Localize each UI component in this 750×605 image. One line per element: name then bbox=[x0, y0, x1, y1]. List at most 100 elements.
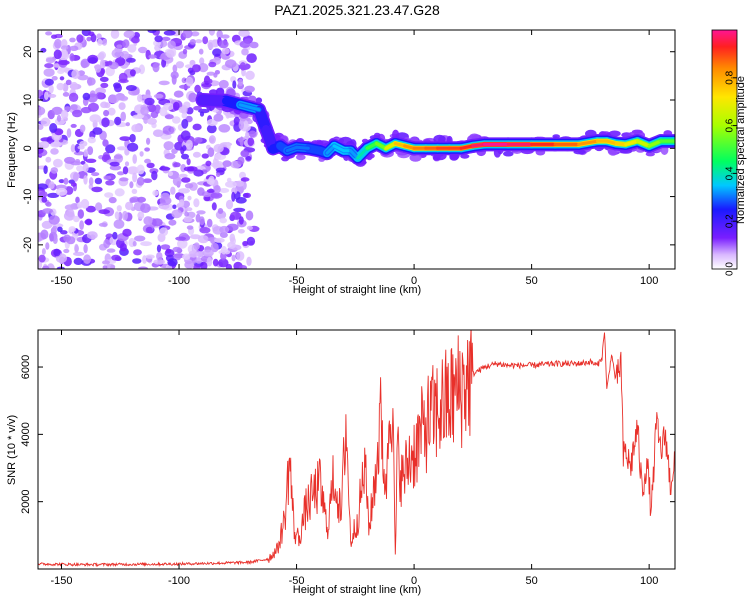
noise-blob bbox=[113, 153, 124, 164]
x-tick-label: 50 bbox=[525, 575, 537, 587]
noise-blob bbox=[76, 165, 84, 172]
ridge-segment bbox=[624, 139, 639, 146]
noise-blob bbox=[129, 181, 134, 189]
ridge-segment bbox=[471, 142, 487, 148]
noise-blob bbox=[82, 163, 89, 173]
noise-blob bbox=[215, 172, 221, 177]
noise-blob bbox=[102, 139, 109, 147]
noise-blob bbox=[152, 129, 164, 137]
noise-blob bbox=[222, 160, 232, 168]
x-tick-label: -50 bbox=[289, 275, 305, 287]
noise-blob bbox=[38, 106, 46, 116]
noise-blob bbox=[44, 63, 54, 69]
noise-blob bbox=[154, 35, 163, 43]
y-tick-label: 4000 bbox=[20, 422, 32, 446]
snr-frame bbox=[37, 329, 676, 570]
noise-blob bbox=[163, 30, 176, 36]
noise-blob bbox=[206, 188, 216, 193]
noise-blob bbox=[245, 70, 255, 81]
noise-blob bbox=[183, 101, 191, 109]
noise-blob bbox=[220, 245, 227, 255]
noise-blob bbox=[131, 124, 141, 133]
noise-blob bbox=[113, 219, 125, 229]
noise-blob bbox=[132, 154, 137, 164]
noise-blob bbox=[172, 116, 181, 124]
noise-blob bbox=[88, 177, 94, 186]
noise-blob bbox=[83, 175, 88, 185]
noise-blob bbox=[94, 64, 102, 73]
colorbar-tick-label: 0.2 bbox=[725, 214, 736, 228]
noise-blob bbox=[48, 215, 60, 225]
noise-blob bbox=[99, 59, 106, 70]
noise-blob bbox=[152, 190, 159, 196]
noise-blob bbox=[40, 229, 49, 240]
noise-blob bbox=[185, 139, 193, 150]
noise-blob bbox=[136, 196, 146, 203]
noise-blob bbox=[50, 167, 59, 174]
noise-blob bbox=[139, 151, 144, 157]
noise-blob bbox=[53, 158, 63, 168]
noise-blob bbox=[189, 234, 201, 240]
x-tick-label: 50 bbox=[525, 275, 537, 287]
noise-blob bbox=[181, 177, 191, 183]
noise-blob bbox=[56, 82, 65, 91]
ridge-segment bbox=[349, 149, 360, 160]
spectrogram-y-axis: -20 -10 0 10 20 bbox=[22, 46, 675, 253]
noise-blob bbox=[125, 122, 130, 127]
noise-blob bbox=[47, 192, 60, 198]
noise-blob bbox=[79, 124, 86, 133]
noise-blob bbox=[124, 161, 130, 167]
noise-blob bbox=[84, 219, 93, 225]
noise-blob bbox=[202, 249, 214, 257]
noise-blob bbox=[207, 39, 215, 50]
noise-blob bbox=[60, 230, 68, 235]
noise-blob bbox=[52, 236, 58, 244]
x-tick-label: 0 bbox=[411, 275, 417, 287]
noise-blob bbox=[167, 258, 178, 267]
noise-blob bbox=[52, 225, 58, 231]
noise-blob bbox=[159, 227, 169, 237]
noise-blob bbox=[101, 38, 108, 46]
noise-blob bbox=[200, 261, 208, 269]
snr-line bbox=[38, 330, 675, 568]
noise-blob bbox=[63, 248, 70, 254]
noise-blob bbox=[178, 106, 187, 114]
noise-blob bbox=[85, 158, 97, 163]
noise-blob bbox=[124, 148, 130, 156]
noise-blob bbox=[186, 225, 194, 230]
colorbar-ticks: 0.0 0.2 0.4 0.6 0.8 bbox=[725, 70, 737, 276]
noise-blob bbox=[117, 171, 125, 176]
noise-blob bbox=[156, 244, 162, 253]
noise-blob bbox=[243, 192, 251, 198]
noise-blob bbox=[68, 92, 79, 103]
ridge-halo bbox=[503, 151, 514, 157]
noise-blob bbox=[134, 235, 146, 242]
noise-blob bbox=[45, 201, 52, 207]
noise-blob bbox=[122, 166, 129, 175]
noise-blob bbox=[146, 118, 157, 125]
noise-blob bbox=[47, 93, 57, 98]
noise-blob bbox=[74, 159, 81, 164]
noise-blob bbox=[188, 250, 199, 258]
noise-blob bbox=[236, 251, 245, 261]
noise-blob bbox=[43, 165, 48, 175]
noise-blob bbox=[175, 236, 187, 241]
noise-blob bbox=[198, 63, 209, 73]
noise-blob bbox=[60, 45, 69, 50]
noise-blob bbox=[213, 72, 218, 78]
noise-blob bbox=[122, 39, 130, 48]
noise-blob bbox=[111, 48, 122, 58]
spectrogram-frame bbox=[37, 29, 676, 270]
noise-blob bbox=[240, 177, 250, 182]
noise-blob bbox=[83, 244, 88, 254]
noise-blob bbox=[245, 131, 250, 139]
noise-blob bbox=[182, 145, 187, 152]
noise-blob bbox=[170, 186, 176, 195]
noise-blob bbox=[119, 177, 129, 182]
noise-blob bbox=[103, 175, 112, 180]
noise-blob bbox=[192, 64, 201, 73]
noise-blob bbox=[64, 106, 71, 112]
noise-blob bbox=[59, 76, 65, 81]
noise-blob bbox=[101, 117, 110, 128]
